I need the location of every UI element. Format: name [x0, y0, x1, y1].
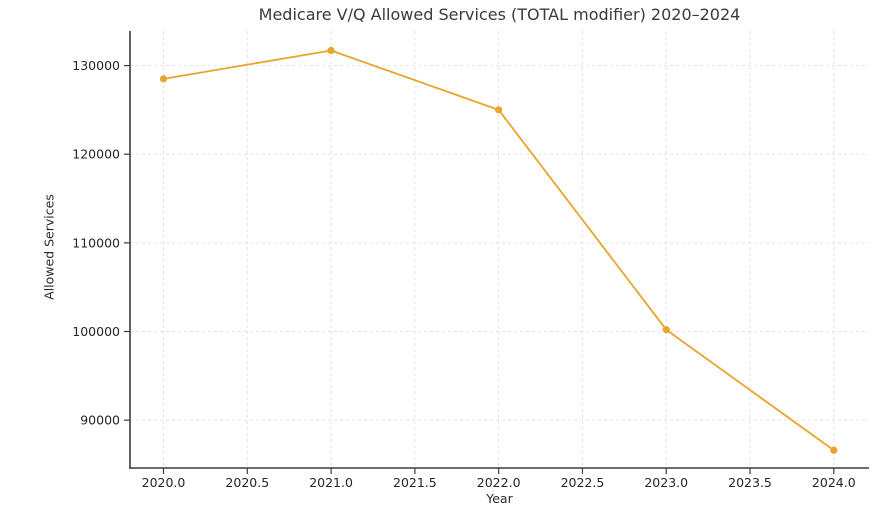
data-point-2022 — [495, 106, 503, 114]
y-tick-label: 110000 — [72, 235, 120, 250]
x-tick-label: 2021.0 — [309, 475, 353, 490]
x-tick-label: 2020.0 — [142, 475, 186, 490]
data-point-2024 — [830, 446, 838, 454]
x-tick-label: 2020.5 — [225, 475, 269, 490]
data-point-2020 — [159, 75, 168, 83]
x-tick-label: 2021.5 — [393, 475, 437, 490]
x-axis-label: Year — [486, 491, 513, 506]
y-tick-label: 130000 — [72, 58, 120, 73]
y-tick-label: 100000 — [72, 324, 120, 339]
chart-title: Medicare V/Q Allowed Services (TOTAL mod… — [258, 5, 741, 24]
data-point-2023 — [662, 326, 670, 334]
x-tick-label: 2022.5 — [561, 475, 605, 490]
x-tick-label: 2023.5 — [728, 475, 772, 490]
x-tick-label: 2022.0 — [477, 475, 521, 490]
data-point-2021 — [327, 46, 335, 55]
x-tick-label: 2023.0 — [644, 475, 688, 490]
x-tick-label: 2024.0 — [812, 475, 856, 490]
y-tick-label: 120000 — [72, 147, 120, 162]
y-tick-label: 90000 — [80, 413, 120, 428]
